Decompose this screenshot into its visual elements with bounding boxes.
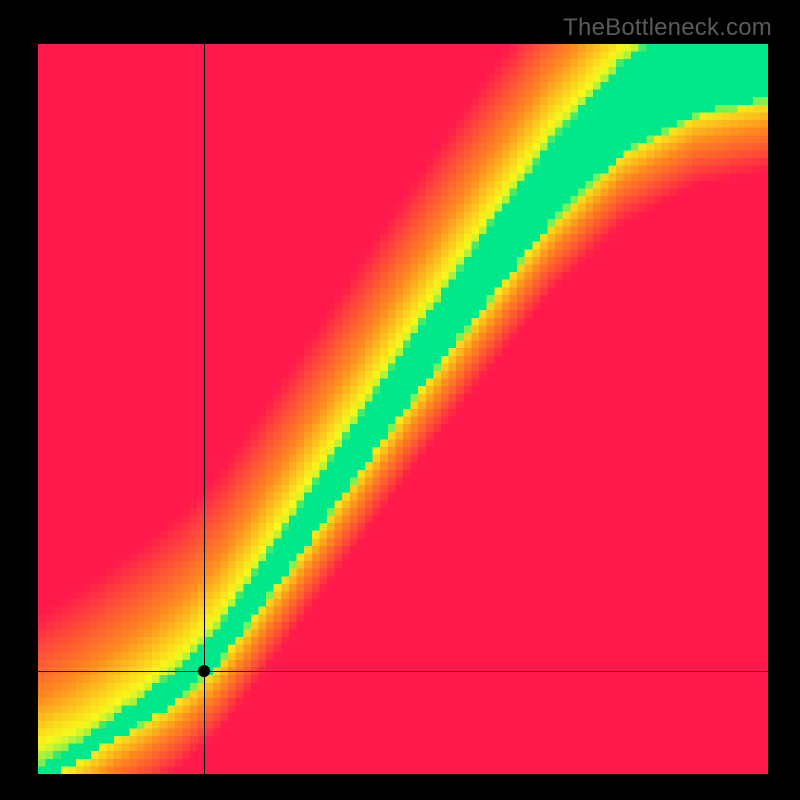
bottleneck-heatmap: [38, 44, 768, 774]
crosshair-horizontal: [38, 671, 768, 672]
watermark-text: TheBottleneck.com: [563, 14, 772, 42]
heatmap-canvas: [38, 44, 768, 774]
crosshair-marker: [198, 665, 210, 677]
